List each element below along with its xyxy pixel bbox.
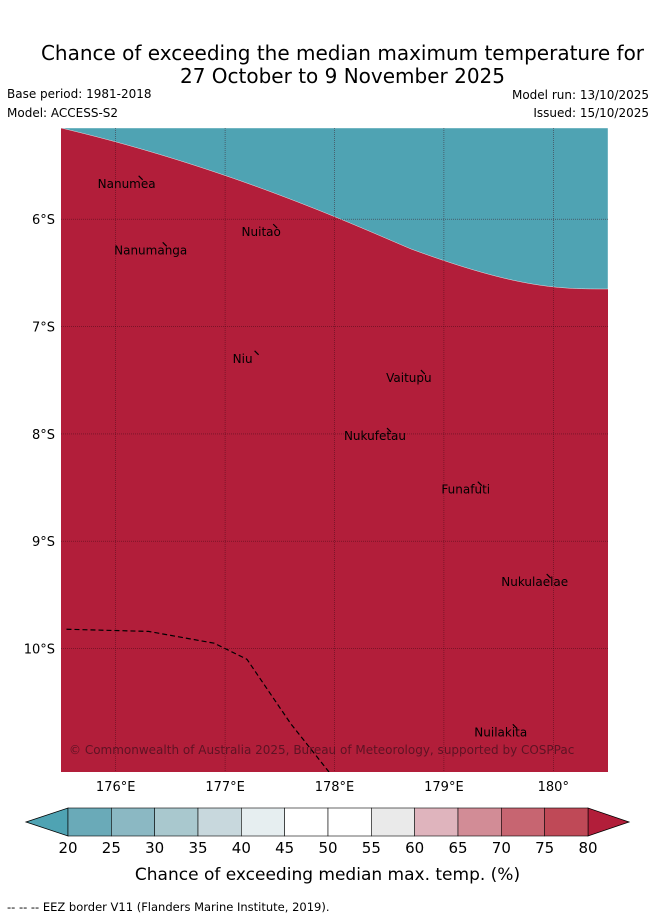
island-label: Nuitao <box>242 225 281 239</box>
colorbar-tick-label: 40 <box>232 839 251 857</box>
colorbar-tick-label: 80 <box>578 839 597 857</box>
colorbar-tick-label: 45 <box>275 839 294 857</box>
colorbar-tick-label: 75 <box>535 839 554 857</box>
colorbar-over-arrow <box>587 807 631 837</box>
island-label: Nanumea <box>98 177 156 191</box>
island-label: Funafuti <box>441 483 490 497</box>
island-label: Vaitupu <box>386 371 432 385</box>
colorbar-swatch <box>414 807 459 837</box>
island-shape <box>254 350 260 356</box>
lat-tick-label: 6°S <box>32 213 55 228</box>
colorbar-swatch <box>154 807 199 837</box>
colorbar-swatch <box>457 807 502 837</box>
colorbar-tick-label: 60 <box>405 839 424 857</box>
island-label: Nuilakita <box>474 725 527 739</box>
eez-border <box>66 628 330 772</box>
island-shape <box>162 241 168 247</box>
colorbar-tick-label: 65 <box>448 839 467 857</box>
colorbar-swatch <box>197 807 242 837</box>
colorbar-tick-label: 25 <box>102 839 121 857</box>
eez-border-line <box>66 628 330 772</box>
colorbar-swatch <box>544 807 589 837</box>
lon-tick-label: 177°E <box>205 780 245 795</box>
lon-tick-label: 180° <box>538 780 569 795</box>
probability-bands <box>61 128 608 290</box>
model-run: Model run: 13/10/2025 <box>511 88 649 102</box>
colorbar-swatch <box>327 807 372 837</box>
lon-tick-label: 178°E <box>315 780 355 795</box>
lat-tick-label: 7°S <box>32 321 55 336</box>
colorbar-tick-label: 30 <box>145 839 164 857</box>
island-shape <box>138 175 144 181</box>
colorbar-swatch <box>371 807 415 837</box>
eez-footnote: -- -- -- EEZ border V11 (Flanders Marine… <box>7 900 330 914</box>
title-line-1: Chance of exceeding the median maximum t… <box>40 41 645 65</box>
colorbar-tick-label: 35 <box>188 839 207 857</box>
model-name: Model: ACCESS-S2 <box>7 106 119 120</box>
island-label: Nukulaelae <box>501 575 568 589</box>
colorbar-tick-label: 50 <box>318 839 337 857</box>
lon-tick-label: 176°E <box>96 780 136 795</box>
colorbar-swatch <box>111 807 155 837</box>
colorbar-swatch <box>501 807 545 837</box>
lat-tick-label: 8°S <box>32 428 55 443</box>
island-shape <box>386 427 392 433</box>
colorbar-tick-label: 55 <box>362 839 381 857</box>
colorbar-swatch <box>284 807 329 837</box>
colorbar-label: Chance of exceeding median max. temp. (%… <box>134 865 521 885</box>
colorbar-swatch <box>241 807 285 837</box>
map-panel: Nanumea Nuitao Nanumanga Niu Vaitupu Nukufeta… <box>61 128 608 772</box>
issued-date: Issued: 15/10/2025 <box>533 106 649 120</box>
island-shape <box>420 369 426 375</box>
graticule <box>61 128 608 772</box>
island-label: Nanumanga <box>114 243 187 257</box>
colorbar-swatch <box>67 807 112 837</box>
colorbar: 20 25 30 35 40 45 50 55 60 65 70 75 80 <box>24 807 631 857</box>
island-shape <box>272 223 278 229</box>
title-line-2: 27 October to 9 November 2025 <box>179 64 506 88</box>
lon-tick-label: 179°E <box>424 780 464 795</box>
island-label: Niu <box>233 352 253 366</box>
colorbar-under-arrow <box>24 807 69 837</box>
island-shape <box>477 481 483 487</box>
lat-tick-label: 9°S <box>32 535 55 550</box>
base-period: Base period: 1981-2018 <box>7 87 152 101</box>
copyright-text: © Commonwealth of Australia 2025, Bureau… <box>69 743 574 757</box>
colorbar-tick-label: 20 <box>58 839 77 857</box>
lat-tick-label: 10°S <box>24 643 55 658</box>
map-title: Chance of exceeding the median maximum t… <box>0 42 655 88</box>
island-shape <box>546 573 552 579</box>
island-shape <box>512 723 518 729</box>
colorbar-tick-label: 70 <box>492 839 511 857</box>
island-label: Nukufetau <box>344 429 406 443</box>
islands: Nanumea Nuitao Nanumanga Niu Vaitupu Nukufeta… <box>98 175 568 739</box>
axis-ticks: 176°E 177°E 178°E 179°E 180° 6°S 7°S 8°S 9°S 10°S <box>24 213 569 795</box>
